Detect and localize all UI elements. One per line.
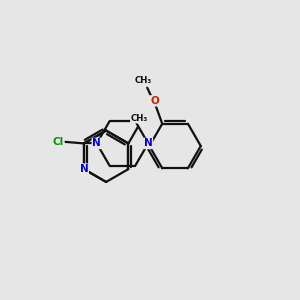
Text: Cl: Cl [52,137,64,147]
Text: O: O [150,96,159,106]
Text: N: N [92,138,101,148]
Text: N: N [80,164,88,174]
Text: CH₃: CH₃ [131,114,148,123]
Text: N: N [144,138,152,148]
Text: CH₃: CH₃ [135,76,152,85]
